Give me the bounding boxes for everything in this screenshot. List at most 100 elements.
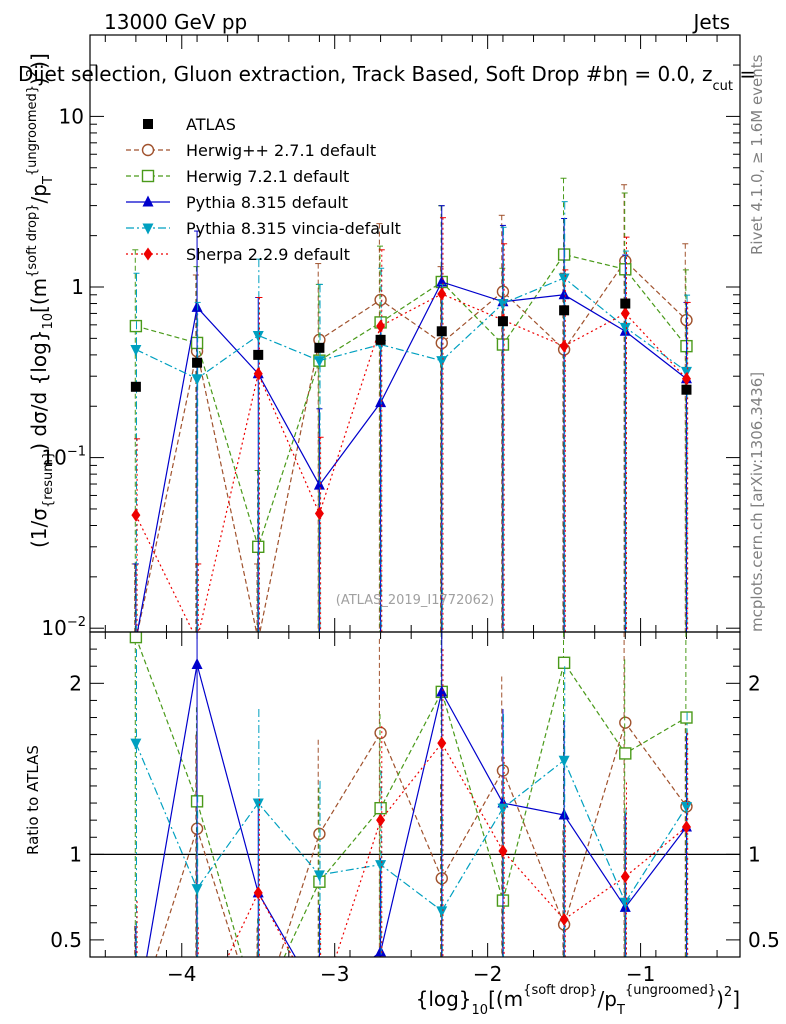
series-3-ratio-point — [680, 801, 692, 813]
legend-label: Pythia 8.315 default — [186, 193, 348, 212]
atlas-data-point — [436, 326, 447, 337]
atlas-data-point — [620, 298, 631, 309]
atlas-data-point — [314, 342, 325, 353]
series-3-line — [135, 277, 687, 380]
series-2-ratio-point — [558, 808, 570, 820]
ratio-frame — [89, 631, 741, 958]
series-1-ratio-point — [374, 801, 387, 815]
atlas-data-point — [130, 381, 141, 392]
y-tick-label: 1 — [71, 275, 84, 299]
series-4-point — [559, 339, 569, 353]
series-4-ratio-point — [437, 736, 447, 750]
atlas-data-point — [192, 357, 203, 368]
legend-label: ATLAS — [186, 115, 236, 134]
series-3-point — [436, 356, 448, 368]
series-3-ratio-point — [252, 798, 264, 810]
atlas-data-point — [253, 349, 264, 360]
series-2-point — [191, 300, 203, 312]
ratio-ylabel: Ratio to ATLAS — [24, 745, 42, 855]
series-1-ratio-point — [680, 711, 693, 724]
x-axis-label: {log}10[(m{soft drop}/pT{ungroomed})2] — [416, 983, 740, 1018]
series-1-line — [135, 253, 687, 549]
x-tick-label: −2 — [473, 962, 502, 986]
series-2-line — [136, 281, 687, 632]
series-2-point — [558, 288, 570, 300]
ratio-y-tick-label: 0.5 — [50, 928, 82, 952]
legend-marker — [143, 119, 153, 129]
series-4-ratio-point — [559, 912, 569, 926]
series-4-ratio-point — [253, 886, 263, 900]
series-0-ratio-point — [130, 1014, 141, 1024]
ratio-y-tick-label-right: 0.5 — [748, 928, 780, 952]
series-3-ratio-point — [313, 870, 325, 882]
series-3-point — [313, 356, 325, 368]
x-tick-label: −3 — [320, 962, 349, 986]
atlas-data-point — [497, 316, 508, 327]
series-4-point — [131, 508, 141, 522]
series-3-ratio-point — [191, 884, 203, 896]
legend-marker — [141, 169, 155, 183]
series-3-ratio-point — [375, 860, 387, 872]
series-4-ratio-line — [227, 742, 687, 957]
series-0-line — [137, 260, 687, 632]
series-1-ratio-point — [557, 656, 571, 669]
legend-label: Herwig++ 2.7.1 default — [186, 141, 376, 160]
series-3-point — [130, 345, 142, 357]
ratio-y-tick-label: 1 — [69, 842, 82, 866]
series-3-ratio-point — [497, 803, 509, 815]
atlas-data-point — [681, 384, 692, 395]
series-4-point — [376, 319, 386, 333]
series-4-line — [135, 293, 687, 632]
series-4-point — [437, 287, 447, 301]
y-tick-label: 10−1 — [41, 445, 86, 470]
jets-label: Jets — [692, 10, 730, 34]
series-2-ratio-point — [375, 945, 387, 957]
series-4-ratio-point — [620, 870, 630, 884]
series-3-point — [191, 374, 203, 386]
series-2-ratio-point — [436, 685, 448, 697]
title-main: Dijet selection, Gluon extraction, Track… — [18, 62, 615, 86]
series-4-point — [681, 372, 691, 386]
legend-marker — [143, 247, 153, 261]
legend: ATLAS Herwig++ 2.7.1 default Herwig 7.2.1 … — [126, 115, 401, 264]
ratio-y-tick-label: 2 — [69, 671, 82, 695]
series-1-ratio-point — [619, 747, 632, 760]
legend-marker — [142, 223, 154, 235]
x-tick-label: −1 — [626, 962, 655, 986]
series-2-point — [313, 478, 325, 490]
series-2-ratio-point — [130, 1013, 141, 1024]
x-tick-label: −4 — [167, 962, 196, 986]
legend-marker — [142, 195, 154, 207]
series-3-point — [252, 330, 264, 342]
series-2-ratio-point — [314, 992, 325, 1003]
analysis-watermark: (ATLAS_2019_I1772062) — [336, 593, 494, 608]
series-0-ratio-point — [313, 827, 326, 841]
energy-label: 13000 GeV pp — [104, 10, 247, 34]
series-3-ratio-point — [558, 755, 570, 767]
series-0-ratio-line — [155, 721, 687, 957]
ratio-panel: −4 −3 −2 −1 0.5 0.5 1 1 2 2 — [50, 632, 780, 1024]
legend-label: Sherpa 2.2.9 default — [186, 245, 350, 264]
series-0-ratio-point — [253, 1016, 264, 1024]
ratio-y-tick-label-right: 1 — [748, 842, 761, 866]
series-4-ratio-point — [193, 1015, 202, 1024]
series-4-ratio-point — [681, 820, 691, 834]
plot-title: Dijet selection, Gluon extraction, Track… — [18, 62, 756, 94]
series-3-point — [558, 273, 570, 285]
mcplots-credit: mcplots.cern.ch [arXiv:1306.3436] — [748, 372, 766, 632]
y-tick-label: 10 — [59, 104, 84, 128]
rivet-version: Rivet 4.1.0, ≥ 1.6M events — [748, 54, 766, 255]
series-1-ratio-point — [129, 632, 143, 644]
series-4-point — [314, 507, 324, 521]
legend-label: Herwig 7.2.1 default — [186, 167, 349, 186]
title-eq: = — [733, 62, 756, 86]
series-4-ratio-point — [315, 1001, 324, 1014]
series-3-ratio-point — [130, 738, 142, 750]
series-3-ratio-point — [436, 906, 448, 918]
series-4-ratio-point — [376, 813, 386, 827]
series-4-ratio-point — [131, 989, 140, 1002]
series-2-point — [436, 275, 448, 287]
main-plot-area — [129, 177, 693, 632]
series-1-point — [129, 319, 143, 333]
